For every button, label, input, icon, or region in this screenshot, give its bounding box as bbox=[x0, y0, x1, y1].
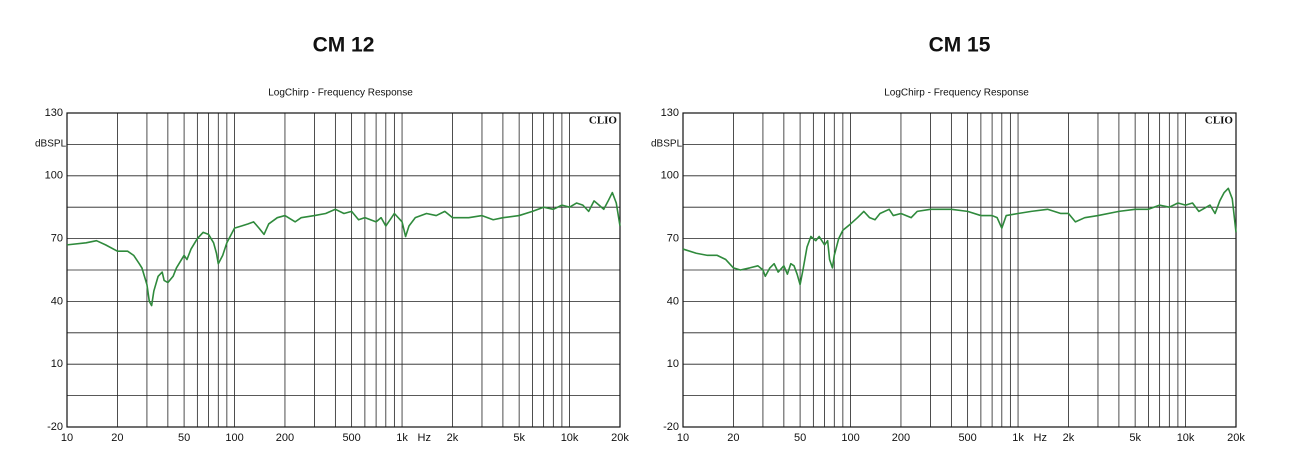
x-tick-label: 50 bbox=[178, 432, 190, 444]
x-tick-label: 200 bbox=[276, 432, 294, 444]
x-tick-label: 20 bbox=[727, 432, 739, 444]
brand-bg bbox=[1206, 115, 1234, 127]
x-tick-label: 10 bbox=[677, 432, 689, 444]
brand-bg bbox=[590, 115, 618, 127]
chart-title: LogChirp - Frequency Response bbox=[884, 88, 1029, 99]
y-tick-label: 40 bbox=[667, 295, 679, 307]
response-line bbox=[682, 187, 1237, 286]
y-tick-label: 100 bbox=[661, 170, 679, 182]
brand-label: CLIO bbox=[589, 115, 618, 127]
chart-title: LogChirp - Frequency Response bbox=[268, 88, 413, 99]
x-tick-label: 2k bbox=[1063, 432, 1075, 444]
y-tick-label: 10 bbox=[51, 358, 63, 370]
x-tick-label: 10k bbox=[561, 432, 579, 444]
y-tick-label: 100 bbox=[45, 170, 63, 182]
x-tick-label: 10k bbox=[1177, 432, 1195, 444]
x-tick-label: 20k bbox=[611, 432, 629, 444]
y-axis-label: dBSPL bbox=[35, 139, 67, 150]
y-tick-label: -20 bbox=[47, 421, 63, 433]
y-axis-label: dBSPL bbox=[651, 139, 683, 150]
x-tick-label: 500 bbox=[342, 432, 360, 444]
x-tick-label: 100 bbox=[841, 432, 859, 444]
x-tick-label: 100 bbox=[225, 432, 243, 444]
x-tick-label: 50 bbox=[794, 432, 806, 444]
response-line bbox=[66, 191, 621, 307]
x-tick-label: 500 bbox=[958, 432, 976, 444]
y-tick-label: 70 bbox=[51, 233, 63, 245]
plot-frame bbox=[682, 112, 1237, 428]
y-tick-label: 40 bbox=[51, 295, 63, 307]
chart-heading: CM 15 bbox=[929, 34, 991, 57]
x-tick-label: 2k bbox=[447, 432, 459, 444]
y-tick-label: -20 bbox=[663, 421, 679, 433]
brand-label: CLIO bbox=[1205, 115, 1234, 127]
y-tick-label: 10 bbox=[667, 358, 679, 370]
y-tick-label: 70 bbox=[667, 233, 679, 245]
x-tick-label: 200 bbox=[892, 432, 910, 444]
chart-heading: CM 12 bbox=[313, 34, 375, 57]
x-tick-label: 5k bbox=[513, 432, 525, 444]
x-axis-label: Hz bbox=[418, 432, 431, 444]
x-axis-label: Hz bbox=[1034, 432, 1047, 444]
x-tick-label: 1k bbox=[396, 432, 408, 444]
y-tick-label: 130 bbox=[45, 107, 63, 119]
plot-frame bbox=[66, 112, 621, 428]
x-tick-label: 10 bbox=[61, 432, 73, 444]
x-tick-label: 5k bbox=[1129, 432, 1141, 444]
x-tick-label: 20 bbox=[111, 432, 123, 444]
y-tick-label: 130 bbox=[661, 107, 679, 119]
x-tick-label: 1k bbox=[1012, 432, 1024, 444]
x-tick-label: 20k bbox=[1227, 432, 1245, 444]
